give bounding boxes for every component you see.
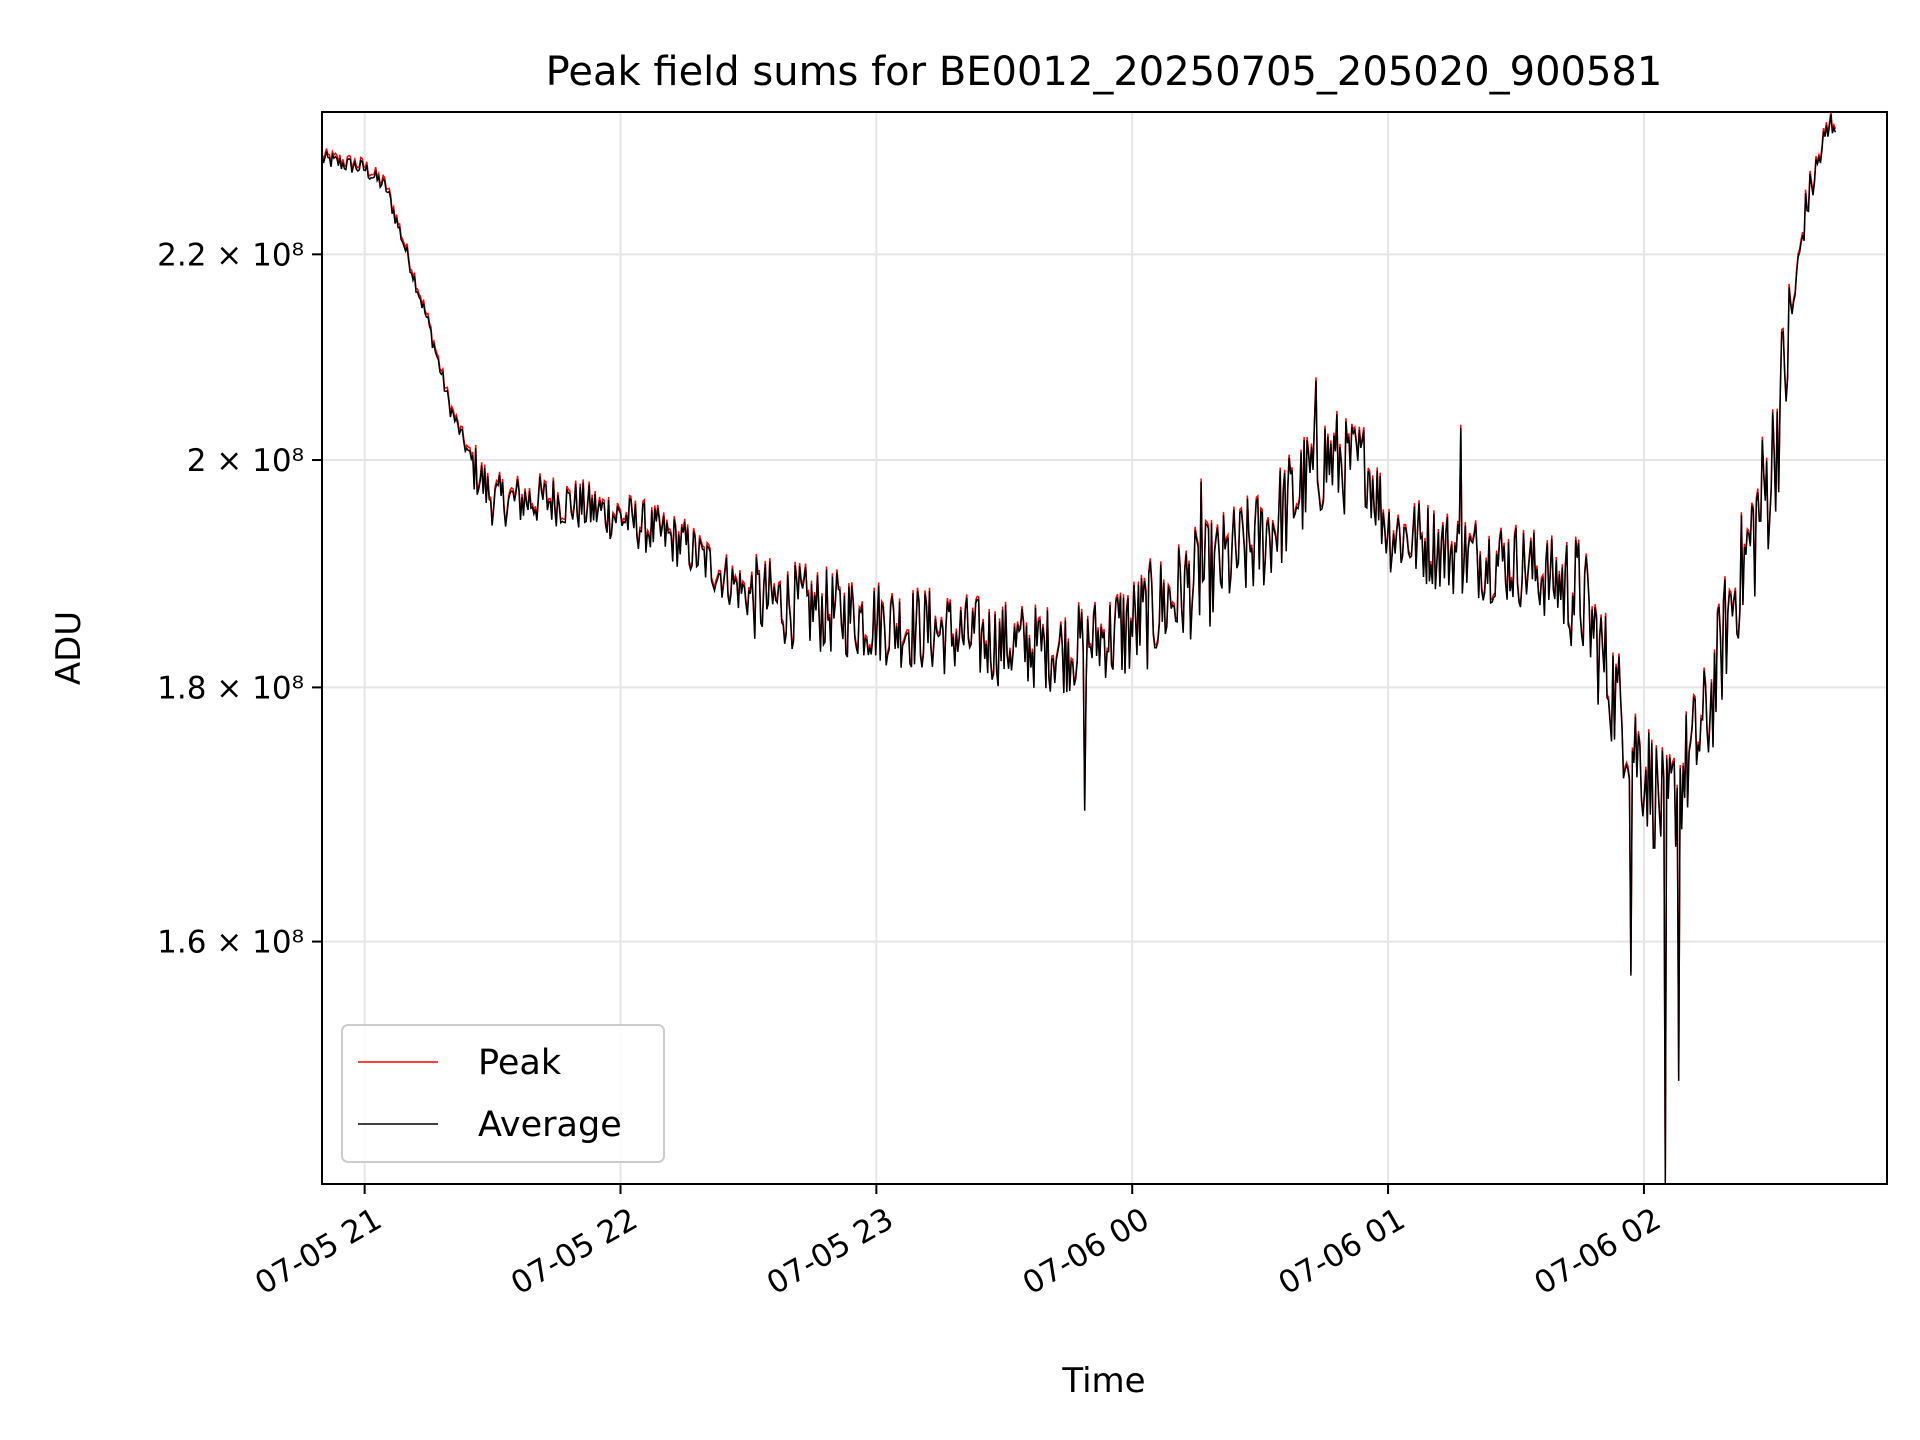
y-tick-label: 2 × 10⁸	[187, 443, 304, 479]
legend-box	[341, 1024, 665, 1163]
y-tick-label: 1.8 × 10⁸	[157, 670, 304, 706]
series-line-average	[322, 114, 1837, 1184]
chart-title: Peak field sums for BE0012_20250705_2050…	[546, 49, 1663, 95]
series-layer	[322, 112, 1837, 1184]
x-axis-title: Time	[1061, 1361, 1145, 1401]
legend-label-peak: Peak	[478, 1043, 562, 1083]
y-tick-label: 2.2 × 10⁸	[157, 237, 304, 273]
legend-label-average: Average	[478, 1105, 622, 1145]
y-tick-label: 1.6 × 10⁸	[157, 925, 304, 961]
y-axis-title: ADU	[49, 611, 89, 685]
plot-frame	[321, 111, 1888, 1185]
legend: Peak Average	[341, 1024, 665, 1163]
y-axis: 2.2 × 10⁸ 2 × 10⁸ 1.8 × 10⁸ 1.6 × 10⁸	[157, 237, 322, 961]
